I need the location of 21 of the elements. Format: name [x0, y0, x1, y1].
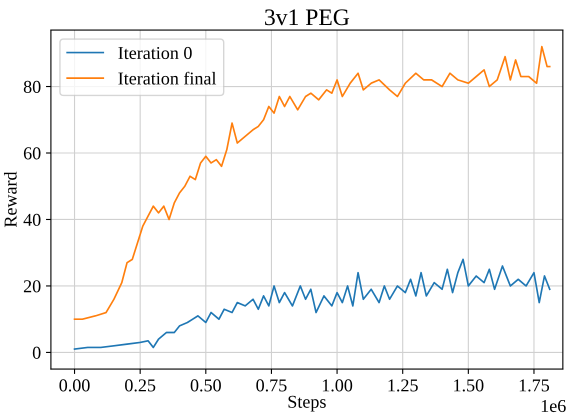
y-tick-label: 80	[24, 80, 40, 93]
y-tick-label: 0	[32, 346, 40, 359]
legend-label: Iteration final	[118, 72, 216, 85]
text: 1e6	[542, 400, 566, 412]
chart-title: 3v1 PEG	[265, 9, 350, 26]
line-series	[74, 258, 551, 350]
x-tick-label: 1.75	[520, 379, 550, 392]
line-series	[74, 46, 551, 320]
y-tick-label: 40	[23, 214, 40, 226]
x-tick-label: 0.25	[125, 379, 156, 392]
y-tick-label: 20	[24, 280, 40, 292]
x-tick-label: 1.50	[454, 379, 484, 392]
x-tick-label: 0.50	[190, 379, 221, 392]
x-tick-label: 0.75	[256, 379, 287, 392]
legend-label: Iteration 0	[118, 46, 192, 60]
x-tick-label: 1.00	[322, 379, 352, 392]
x-tick-label: 1.25	[388, 379, 418, 392]
x-axis-title: Steps	[288, 396, 326, 412]
y-axis-title: Reward	[4, 172, 17, 228]
x-tick-label: 0.00	[59, 379, 90, 392]
y-tick-label: 60	[24, 147, 40, 160]
